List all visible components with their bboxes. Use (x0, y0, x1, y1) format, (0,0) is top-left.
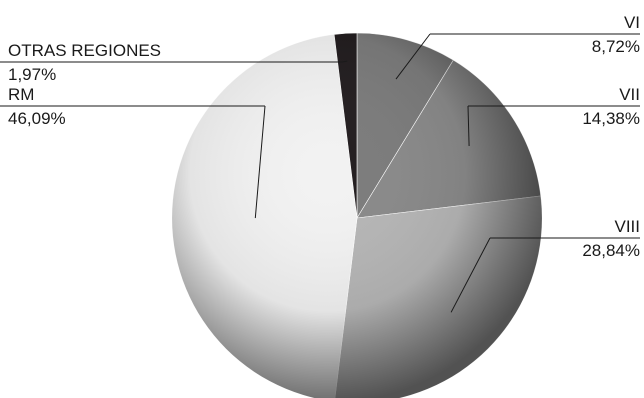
slice-value-vi: 8,72% (592, 37, 640, 56)
slice-value-rm: 46,09% (8, 109, 66, 128)
slice-labels: VI 8,72% VII 14,38% VIII 28,84% RM 46,09% OTRAS … (8, 13, 640, 260)
slice-name-viii: VIII (614, 217, 640, 236)
leader-tip-vi (395, 33, 431, 80)
slice-value-viii: 28,84% (582, 241, 640, 260)
leader-lines (0, 33, 640, 313)
leader-tip-otras-regiones (341, 60, 348, 63)
slice-name-rm: RM (8, 85, 34, 104)
pie-slices (171, 32, 543, 398)
slice-name-vi: VI (624, 13, 640, 32)
pie-slice-rm (171, 34, 358, 398)
slice-value-otras-regiones: 1,97% (8, 65, 56, 84)
pie-slice-viii (334, 195, 543, 398)
slice-value-vii: 14,38% (582, 109, 640, 128)
slice-name-vii: VII (619, 85, 640, 104)
slice-name-otras-regiones: OTRAS REGIONES (8, 41, 161, 60)
leader-tip-vii (467, 105, 470, 147)
leader-tip-viii (450, 237, 491, 313)
leader-tip-rm (254, 105, 266, 219)
